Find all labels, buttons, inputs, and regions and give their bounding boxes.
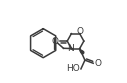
Text: O: O [76,27,83,36]
Text: HO: HO [66,64,80,73]
Text: O: O [95,59,102,68]
Text: O: O [51,37,58,46]
Text: N: N [67,44,74,53]
